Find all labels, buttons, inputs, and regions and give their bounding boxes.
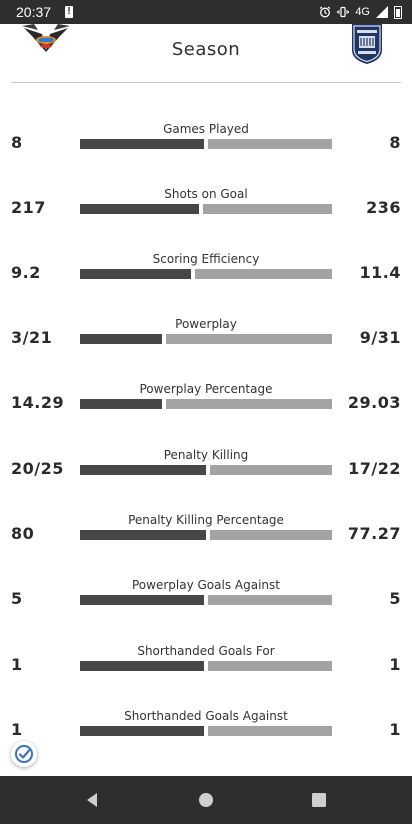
away-bar bbox=[208, 595, 332, 605]
stat-label: Powerplay bbox=[175, 317, 237, 331]
stat-label: Powerplay Percentage bbox=[139, 382, 273, 396]
away-value: 236 bbox=[366, 198, 401, 217]
home-value: 20/25 bbox=[11, 459, 64, 478]
home-bar bbox=[80, 399, 162, 409]
away-value: 77.27 bbox=[347, 524, 401, 543]
away-bar bbox=[208, 726, 332, 736]
nav-home-button[interactable] bbox=[196, 790, 216, 810]
away-bar bbox=[210, 530, 332, 540]
home-value: 1 bbox=[11, 720, 23, 739]
home-value: 14.29 bbox=[11, 393, 65, 412]
home-value: 5 bbox=[11, 589, 23, 608]
away-team-logo[interactable] bbox=[350, 24, 384, 64]
home-icon bbox=[199, 793, 213, 807]
status-time: 20:37 bbox=[16, 4, 52, 20]
away-bar bbox=[203, 204, 332, 214]
comparison-bar bbox=[80, 661, 332, 671]
comparison-bar bbox=[80, 399, 332, 409]
stat-label: Shorthanded Goals For bbox=[137, 644, 275, 658]
verified-badge-button[interactable] bbox=[11, 741, 37, 767]
away-bar bbox=[166, 399, 332, 409]
comparison-bar bbox=[80, 530, 332, 540]
stat-label: Penalty Killing Percentage bbox=[128, 513, 284, 527]
home-bar bbox=[80, 661, 204, 671]
comparison-bar bbox=[80, 334, 332, 344]
home-bar bbox=[80, 530, 206, 540]
network-type-label: 4G bbox=[355, 6, 370, 18]
away-value: 5 bbox=[389, 589, 401, 608]
stat-row-shorthanded-goals-for: Shorthanded Goals For 1 1 bbox=[0, 644, 412, 684]
alarm-icon bbox=[319, 6, 331, 18]
stat-label: Scoring Efficiency bbox=[152, 252, 260, 266]
stat-label: Shots on Goal bbox=[164, 187, 248, 201]
header: Season bbox=[0, 24, 412, 82]
away-bar bbox=[195, 269, 332, 279]
away-bar bbox=[208, 661, 332, 671]
away-value: 17/22 bbox=[348, 459, 401, 478]
comparison-bar bbox=[80, 595, 332, 605]
home-bar bbox=[80, 139, 204, 149]
comparison-bar bbox=[80, 139, 332, 149]
comparison-bar bbox=[80, 726, 332, 736]
comparison-bar bbox=[80, 465, 332, 475]
home-team-logo[interactable] bbox=[20, 24, 72, 52]
home-bar bbox=[80, 204, 199, 214]
away-bar bbox=[166, 334, 332, 344]
stat-row-games-played: Games Played 8 8 bbox=[0, 122, 412, 162]
verified-check-icon bbox=[15, 745, 33, 763]
home-bar bbox=[80, 595, 204, 605]
away-bar bbox=[210, 465, 332, 475]
battery-icon bbox=[394, 5, 402, 19]
away-value: 1 bbox=[389, 655, 401, 674]
comparison-bar bbox=[80, 204, 332, 214]
stat-row-shots-on-goal: Shots on Goal 217 236 bbox=[0, 187, 412, 227]
away-value: 9/31 bbox=[359, 328, 401, 347]
home-value: 80 bbox=[11, 524, 35, 543]
home-value: 3/21 bbox=[11, 328, 53, 347]
status-icons: 4G bbox=[319, 5, 402, 19]
stat-label: Powerplay Goals Against bbox=[132, 578, 280, 592]
away-bar bbox=[208, 139, 332, 149]
stat-label: Shorthanded Goals Against bbox=[124, 709, 288, 723]
nav-recents-button[interactable] bbox=[309, 790, 329, 810]
stat-label: Penalty Killing bbox=[163, 448, 249, 462]
away-value: 8 bbox=[389, 133, 401, 152]
nav-back-button[interactable] bbox=[82, 790, 102, 810]
stat-row-scoring-efficiency: Scoring Efficiency 9.2 11.4 bbox=[0, 252, 412, 292]
home-bar bbox=[80, 269, 191, 279]
system-navigation-bar bbox=[0, 776, 412, 824]
stat-row-powerplay-goals-against: Powerplay Goals Against 5 5 bbox=[0, 578, 412, 618]
signal-icon bbox=[376, 6, 388, 18]
header-divider bbox=[11, 82, 401, 83]
stat-label: Games Played bbox=[163, 122, 249, 136]
home-value: 8 bbox=[11, 133, 23, 152]
home-bar bbox=[80, 465, 206, 475]
stat-row-penalty-killing: Penalty Killing 20/25 17/22 bbox=[0, 448, 412, 488]
away-value: 29.03 bbox=[347, 393, 401, 412]
stat-row-powerplay: Powerplay 3/21 9/31 bbox=[0, 317, 412, 357]
stat-row-penalty-killing-percentage: Penalty Killing Percentage 80 77.27 bbox=[0, 513, 412, 553]
home-value: 217 bbox=[11, 198, 46, 217]
recents-icon bbox=[312, 793, 326, 807]
stat-row-shorthanded-goals-against: Shorthanded Goals Against 1 1 bbox=[0, 709, 412, 749]
home-bar bbox=[80, 726, 204, 736]
stat-row-powerplay-percentage: Powerplay Percentage 14.29 29.03 bbox=[0, 382, 412, 422]
home-bar bbox=[80, 334, 162, 344]
back-icon bbox=[87, 793, 97, 807]
status-bar: 20:37 ! 4G bbox=[0, 0, 412, 24]
away-value: 1 bbox=[389, 720, 401, 739]
notification-alert-icon: ! bbox=[65, 6, 74, 18]
page-title: Season bbox=[171, 39, 241, 60]
comparison-bar bbox=[80, 269, 332, 279]
home-value: 9.2 bbox=[11, 263, 41, 282]
vibrate-icon bbox=[337, 6, 350, 18]
away-value: 11.4 bbox=[359, 263, 401, 282]
home-value: 1 bbox=[11, 655, 23, 674]
